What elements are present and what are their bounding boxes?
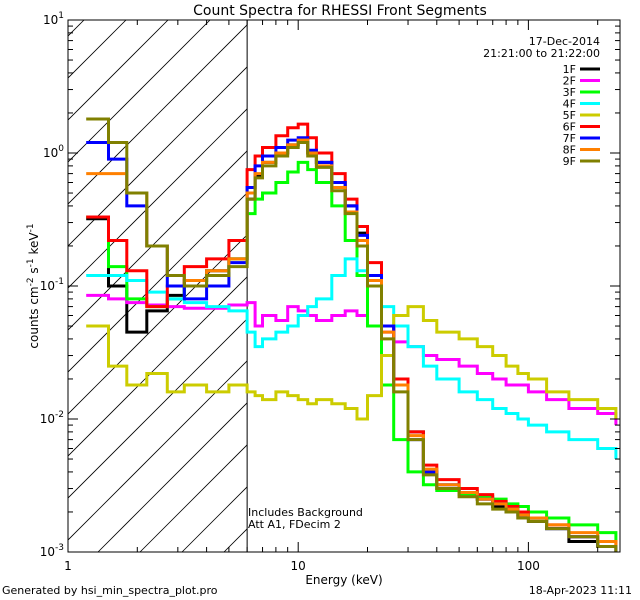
hatch-line <box>350 0 640 552</box>
x-tick-label: 100 <box>517 559 540 573</box>
hatch-line <box>434 0 640 552</box>
legend-label-5F: 5F <box>563 109 576 122</box>
hatch-line <box>68 20 127 79</box>
series-line-4F <box>86 257 618 459</box>
y-axis-label: counts cm-2 s-1 keV-1 <box>26 223 41 348</box>
hatch-line <box>68 192 248 373</box>
y-tick-label: 10-2 <box>40 410 64 426</box>
legend-label-3F: 3F <box>563 86 576 99</box>
series-line-5F <box>86 305 618 421</box>
hatch-line <box>68 24 248 205</box>
legend-label-6F: 6F <box>563 121 576 134</box>
hatch-line <box>518 0 640 552</box>
hatch-line <box>68 20 169 121</box>
y-tick-label: 10-3 <box>40 543 64 559</box>
date-label: 17-Dec-2014 <box>529 35 600 48</box>
hatch-line <box>68 318 248 499</box>
generated-by-text: Generated by hsi_min_spectra_plot.pro <box>2 584 218 597</box>
x-tick-label: 10 <box>291 559 306 573</box>
timestamp-text: 18-Apr-2023 11:11 <box>528 584 632 597</box>
series-line-6F <box>86 122 618 547</box>
x-tick-label: 1 <box>64 559 72 573</box>
hatch-line <box>68 150 248 331</box>
chart-title: Count Spectra for RHESSI Front Segments <box>193 3 487 19</box>
plot-frame <box>67 19 621 553</box>
series-line-1F <box>86 141 618 552</box>
legend-label-9F: 9F <box>563 155 576 168</box>
time-range-label: 21:21:00 to 21:22:00 <box>483 47 600 60</box>
legend-label-2F: 2F <box>563 75 576 88</box>
y-tick-label: 100 <box>43 144 64 160</box>
hatch-line <box>476 0 640 552</box>
hatch-line <box>68 20 85 37</box>
series-line-9F <box>86 117 618 552</box>
hatch-line <box>139 444 248 552</box>
annotation-text: Includes Background <box>248 506 363 519</box>
legend-label-8F: 8F <box>563 144 576 157</box>
hatch-line <box>68 20 211 163</box>
annotation-text: Att A1, FDecim 2 <box>248 518 341 531</box>
legend-label-4F: 4F <box>563 98 576 111</box>
hatch-line <box>68 360 248 541</box>
y-tick-label: 10-1 <box>40 277 64 293</box>
hatch-line <box>602 0 640 552</box>
x-axis-label: Energy (keV) <box>305 573 382 587</box>
series-group <box>86 117 618 552</box>
legend-label-1F: 1F <box>563 63 576 76</box>
hatch-line <box>68 108 248 289</box>
series-line-2F <box>86 293 618 426</box>
hatch-line <box>266 0 640 552</box>
series-line-8F <box>86 138 618 547</box>
hatch-line <box>68 276 248 457</box>
y-tick-label: 101 <box>43 11 64 27</box>
legend-label-7F: 7F <box>563 132 576 145</box>
hatch-line <box>97 402 248 552</box>
